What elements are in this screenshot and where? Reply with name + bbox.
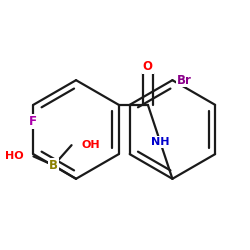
Text: OH: OH — [82, 140, 100, 150]
Text: B: B — [49, 159, 58, 172]
Text: NH: NH — [151, 137, 170, 147]
Text: HO: HO — [5, 152, 23, 162]
Text: Br: Br — [177, 74, 192, 87]
Text: F: F — [29, 115, 37, 128]
Text: O: O — [143, 60, 153, 73]
